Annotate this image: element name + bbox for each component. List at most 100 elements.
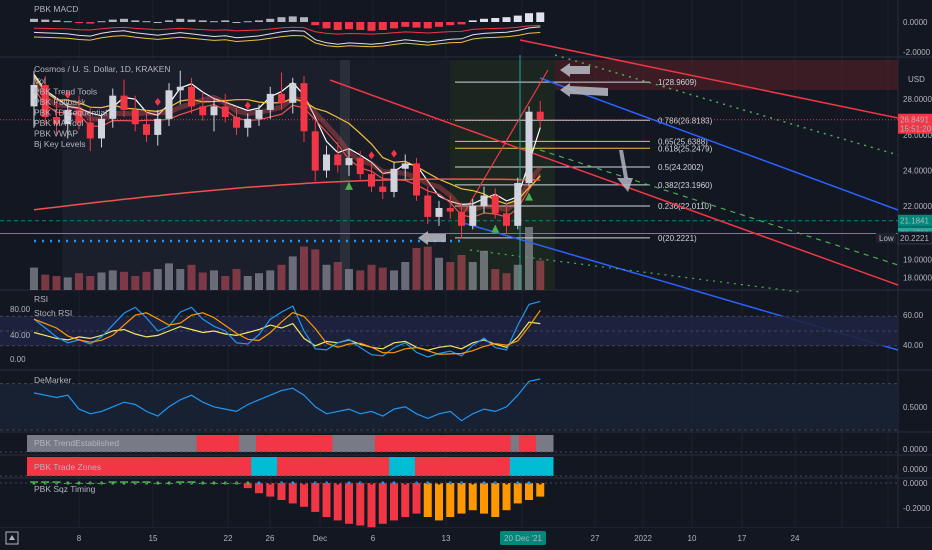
macd-bar[interactable] (131, 20, 140, 22)
trend-segment[interactable] (213, 435, 223, 452)
zone-segment[interactable] (225, 457, 235, 476)
zone-segment[interactable] (354, 457, 364, 476)
trend-segment[interactable] (485, 435, 495, 452)
volume-bar[interactable] (210, 270, 218, 290)
volume-bar[interactable] (480, 250, 488, 290)
candle-body[interactable] (86, 122, 94, 139)
macd-bar[interactable] (513, 15, 522, 22)
candle-body[interactable] (165, 90, 173, 119)
sqz-bar[interactable] (457, 483, 466, 514)
volume-bar[interactable] (468, 262, 477, 290)
trend-segment[interactable] (306, 435, 316, 452)
price-pane[interactable]: 1(28.9609) 0.786(26.8183) 0.65(25.6388)0.6… (0, 39, 932, 351)
zone-segment[interactable] (509, 457, 520, 476)
macd-bar[interactable] (277, 17, 286, 22)
trend-segment[interactable] (502, 435, 512, 452)
zone-segment[interactable] (466, 457, 476, 476)
candle-body[interactable] (120, 95, 128, 110)
trend-segment[interactable] (519, 435, 529, 452)
trend-segment[interactable] (349, 435, 359, 452)
zone-segment[interactable] (61, 457, 71, 476)
sqz-bar[interactable] (480, 483, 488, 514)
macd-bar[interactable] (378, 22, 387, 30)
trend-segment[interactable] (374, 435, 384, 452)
zone-segment[interactable] (242, 457, 252, 476)
sqz-bar[interactable] (367, 483, 376, 528)
trend-segment[interactable] (94, 435, 104, 452)
trend-segment[interactable] (69, 435, 79, 452)
volume-bar[interactable] (288, 256, 297, 290)
zone-segment[interactable] (363, 457, 373, 476)
trend-segment[interactable] (357, 435, 367, 452)
candle-body[interactable] (390, 168, 398, 192)
candle-body[interactable] (401, 163, 409, 169)
trend-segment[interactable] (476, 435, 486, 452)
zone-segment[interactable] (492, 457, 502, 476)
trade-zones-pane[interactable]: PBK Trade Zones 0.0000 (0, 457, 928, 477)
trend-segment[interactable] (145, 435, 155, 452)
volume-bar[interactable] (502, 273, 511, 290)
trend-segment[interactable] (290, 435, 299, 452)
trend-established-pane[interactable]: PBK TrendEstablished 0.0000 (0, 435, 928, 454)
volume-bar[interactable] (52, 276, 61, 290)
candle-body[interactable] (199, 106, 207, 116)
volume-bar[interactable] (97, 272, 106, 291)
candle-body[interactable] (255, 109, 263, 119)
sqz-bar[interactable] (536, 483, 545, 497)
macd-bar[interactable] (480, 18, 488, 22)
candle-body[interactable] (469, 206, 477, 226)
sqz-timing-pane[interactable]: PBK Sqz Timing 0.0000 -0.2000 (0, 479, 931, 528)
volume-bar[interactable] (198, 272, 207, 291)
macd-bar[interactable] (86, 22, 95, 24)
macd-bar[interactable] (176, 18, 185, 22)
trend-segment[interactable] (434, 435, 444, 452)
zone-segment[interactable] (199, 457, 209, 476)
sqz-bar[interactable] (502, 483, 511, 511)
zone-segment[interactable] (337, 457, 347, 476)
candle-body[interactable] (525, 111, 533, 184)
candle-body[interactable] (300, 83, 308, 132)
trend-segment[interactable] (120, 435, 130, 452)
candle-body[interactable] (289, 83, 297, 103)
trend-segment[interactable] (544, 435, 554, 452)
zone-segment[interactable] (535, 457, 545, 476)
candle-body[interactable] (514, 183, 522, 226)
zone-segment[interactable] (208, 457, 218, 476)
trend-segment[interactable] (442, 435, 452, 452)
trend-segment[interactable] (493, 435, 503, 452)
macd-bar[interactable] (120, 18, 128, 22)
sqz-bar[interactable] (423, 483, 432, 517)
macd-bar[interactable] (468, 20, 477, 22)
zone-segment[interactable] (484, 457, 494, 476)
trend-segment[interactable] (400, 435, 410, 452)
trend-segment[interactable] (425, 435, 435, 452)
candle-body[interactable] (30, 84, 38, 107)
candle-body[interactable] (278, 93, 285, 103)
candle-body[interactable] (244, 118, 252, 128)
candle-body[interactable] (503, 213, 510, 226)
zone-segment[interactable] (302, 457, 313, 476)
volume-bar[interactable] (75, 273, 83, 290)
trend-segment[interactable] (264, 435, 274, 452)
sqz-bar[interactable] (322, 483, 331, 517)
zone-segment[interactable] (121, 457, 131, 476)
sqz-bar[interactable] (333, 483, 342, 521)
zone-segment[interactable] (139, 457, 149, 476)
trend-segment[interactable] (35, 435, 45, 452)
macd-bar[interactable] (232, 22, 241, 23)
volume-bar[interactable] (390, 270, 398, 290)
volume-bar[interactable] (165, 263, 173, 290)
volume-bar[interactable] (378, 267, 387, 290)
volume-bar[interactable] (345, 269, 353, 290)
candle-body[interactable] (480, 195, 488, 207)
zone-segment[interactable] (346, 457, 356, 476)
macd-bar[interactable] (356, 22, 365, 30)
candle-body[interactable] (41, 84, 49, 118)
macd-bar[interactable] (198, 20, 207, 22)
macd-bar[interactable] (367, 22, 376, 31)
sqz-bar[interactable] (311, 483, 320, 512)
zone-segment[interactable] (311, 457, 321, 476)
trend-segment[interactable] (391, 435, 401, 452)
zone-segment[interactable] (164, 457, 175, 476)
